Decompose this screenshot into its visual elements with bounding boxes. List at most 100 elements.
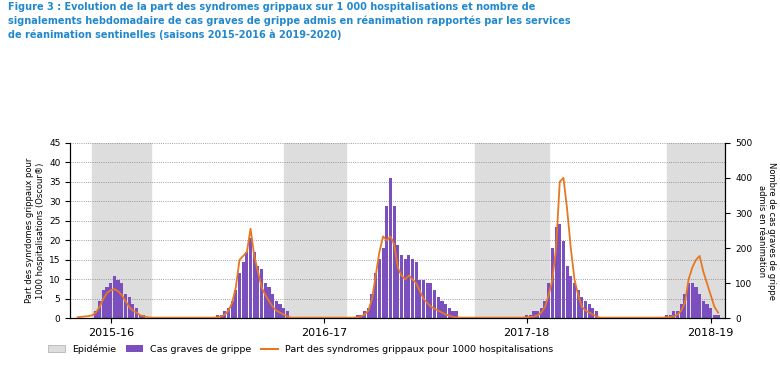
Bar [584,301,587,318]
Bar [698,294,701,318]
Bar [429,283,432,318]
Text: Figure 3 : Evolution de la part des syndromes grippaux sur 1 000 hospitalisation: Figure 3 : Evolution de la part des synd… [8,2,570,40]
Bar [400,255,403,318]
Bar [448,308,451,318]
Bar [127,297,131,318]
Bar [363,311,367,318]
Bar [92,143,151,318]
Bar [257,266,260,318]
Bar [223,311,226,318]
Bar [275,301,278,318]
Bar [666,143,736,318]
Bar [665,315,668,318]
Bar [452,311,455,318]
Bar [253,252,256,318]
Bar [381,248,385,318]
Bar [285,311,289,318]
Bar [694,287,697,318]
Bar [101,290,105,318]
Bar [587,305,590,318]
Bar [676,311,679,318]
Bar [566,266,569,318]
Bar [444,305,447,318]
Bar [219,315,222,318]
Bar [691,283,694,318]
Legend: Epidémie, Cas graves de grippe, Part des syndromes grippaux pour 1000 hospitalis: Epidémie, Cas graves de grippe, Part des… [44,340,558,358]
Bar [683,294,686,318]
Bar [407,255,410,318]
Bar [555,227,558,318]
Bar [426,283,429,318]
Bar [392,206,395,318]
Bar [536,311,539,318]
Bar [109,283,112,318]
Bar [573,283,576,318]
Bar [135,308,138,318]
Bar [120,283,123,318]
Bar [260,269,263,318]
Bar [246,252,249,318]
Bar [595,311,598,318]
Bar [551,248,554,318]
Bar [105,287,108,318]
Bar [113,276,116,318]
Bar [139,315,142,318]
Bar [709,308,712,318]
Bar [533,311,536,318]
Bar [242,262,245,318]
Bar [668,315,672,318]
Bar [591,308,594,318]
Bar [234,290,237,318]
Bar [356,315,359,318]
Bar [374,273,378,318]
Bar [422,280,425,318]
Bar [238,273,241,318]
Bar [437,297,440,318]
Bar [679,305,682,318]
Bar [284,143,346,318]
Y-axis label: Part des synrdomes grippaux pour
1000 hospitalisations (Oscour®): Part des synrdomes grippaux pour 1000 ho… [26,158,44,303]
Bar [529,315,532,318]
Bar [687,283,690,318]
Bar [124,294,127,318]
Bar [702,301,705,318]
Bar [672,311,675,318]
Bar [94,311,98,318]
Bar [116,280,119,318]
Bar [562,241,565,318]
Bar [576,290,580,318]
Bar [403,259,406,318]
Bar [411,259,414,318]
Bar [705,305,708,318]
Bar [540,308,543,318]
Bar [569,276,573,318]
Bar [268,287,271,318]
Bar [525,315,528,318]
Bar [370,294,374,318]
Bar [713,315,716,318]
Bar [389,178,392,318]
Bar [385,206,388,318]
Bar [396,244,399,318]
Bar [271,294,275,318]
Bar [418,280,421,318]
Bar [544,301,547,318]
Bar [441,301,444,318]
Bar [216,315,219,318]
Bar [415,262,418,318]
Bar [580,297,583,318]
Bar [455,311,459,318]
Bar [142,315,145,318]
Bar [378,259,381,318]
Bar [547,283,550,318]
Bar [282,308,285,318]
Bar [249,238,252,318]
Bar [475,143,548,318]
Bar [98,301,101,318]
Bar [227,308,230,318]
Y-axis label: Nombre de cas graves de grippe
admis en réanimation: Nombre de cas graves de grippe admis en … [757,161,776,300]
Bar [558,224,562,318]
Bar [278,305,282,318]
Bar [433,290,436,318]
Bar [231,301,234,318]
